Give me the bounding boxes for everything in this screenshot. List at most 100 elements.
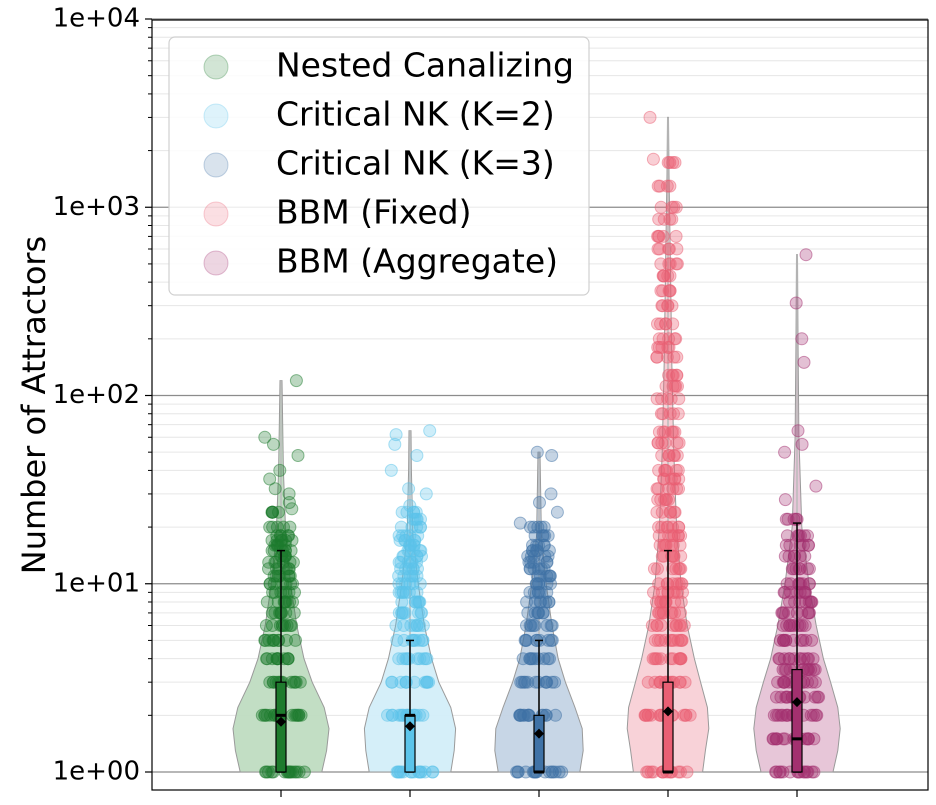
data-point xyxy=(390,633,404,647)
data-point xyxy=(289,708,303,722)
data-point xyxy=(422,675,436,689)
data-point xyxy=(665,299,679,313)
data-point xyxy=(783,652,796,666)
data-point xyxy=(641,708,655,722)
data-point xyxy=(393,765,407,779)
legend-label: BBM (Fixed) xyxy=(276,193,472,232)
data-point xyxy=(663,269,677,283)
data-point xyxy=(410,569,424,583)
data-point xyxy=(646,652,660,666)
data-point xyxy=(651,242,665,256)
data-point xyxy=(652,212,666,226)
outlier-point xyxy=(273,463,287,477)
data-point xyxy=(395,595,409,609)
iqr-box xyxy=(791,668,803,773)
data-point xyxy=(805,675,819,689)
outlier-point xyxy=(530,445,544,459)
legend-label: Critical NK (K=2) xyxy=(276,95,555,134)
data-point xyxy=(527,520,541,534)
data-point xyxy=(802,562,816,576)
data-point xyxy=(289,633,302,647)
data-point xyxy=(531,520,545,534)
data-point xyxy=(271,652,285,666)
data-point xyxy=(287,606,301,620)
data-point xyxy=(669,229,683,243)
data-point xyxy=(651,179,665,193)
data-point xyxy=(806,708,820,722)
data-point xyxy=(652,520,666,534)
outlier-point xyxy=(799,248,813,262)
data-point xyxy=(780,577,794,591)
data-point xyxy=(670,350,684,364)
data-point xyxy=(416,619,430,632)
y-tick-label: 1e+03 xyxy=(53,192,140,222)
data-point xyxy=(520,595,534,609)
data-point xyxy=(258,633,272,647)
outlier-point xyxy=(410,449,424,462)
data-point xyxy=(651,436,665,450)
data-point xyxy=(778,549,792,563)
outlier-point xyxy=(402,482,416,496)
data-point xyxy=(414,544,428,558)
data-point xyxy=(545,633,559,647)
data-point xyxy=(392,652,406,666)
data-point xyxy=(665,368,679,382)
data-point xyxy=(670,577,684,591)
data-point xyxy=(658,425,672,439)
outlier-point xyxy=(384,463,398,477)
data-point xyxy=(669,200,683,214)
data-point xyxy=(398,606,412,620)
data-point xyxy=(769,732,783,746)
data-point xyxy=(530,544,544,558)
data-point xyxy=(650,505,664,519)
data-point xyxy=(519,633,533,647)
data-point xyxy=(541,652,555,666)
data-point xyxy=(395,577,409,591)
iqr-box xyxy=(533,714,545,773)
data-point xyxy=(654,200,668,214)
data-point xyxy=(276,619,290,632)
data-point xyxy=(412,606,425,620)
data-point xyxy=(397,619,411,632)
data-point xyxy=(663,284,677,298)
outlier-point xyxy=(268,482,282,496)
data-point xyxy=(394,520,408,534)
data-point xyxy=(409,595,422,609)
data-point xyxy=(274,533,288,547)
data-point xyxy=(420,652,434,666)
legend-marker xyxy=(203,54,229,80)
data-point xyxy=(537,538,551,552)
mean-marker xyxy=(405,721,415,732)
outlier-point xyxy=(403,499,417,513)
data-point xyxy=(277,520,290,534)
data-point xyxy=(258,708,272,722)
data-point xyxy=(648,633,662,647)
outlier-point xyxy=(550,505,564,519)
outlier-point xyxy=(388,437,402,451)
data-point xyxy=(672,562,686,576)
data-point xyxy=(664,392,678,406)
data-point xyxy=(651,562,664,576)
data-point xyxy=(536,606,550,620)
data-point xyxy=(514,675,528,689)
data-point xyxy=(798,619,812,632)
data-point xyxy=(670,368,684,382)
data-point xyxy=(651,229,665,243)
y-tick-label: 1e+04 xyxy=(53,4,140,34)
outlier-point xyxy=(533,496,546,509)
data-point xyxy=(654,606,668,620)
axes: 1e+00 1e+01 1e+02 1e+03 1e+04 xyxy=(53,4,798,797)
data-point xyxy=(385,675,399,689)
data-point xyxy=(288,765,302,779)
outlier-point xyxy=(778,445,792,459)
data-point xyxy=(661,156,675,169)
data-point xyxy=(792,562,806,576)
data-point xyxy=(400,505,414,519)
outlier-point xyxy=(544,487,558,501)
data-point xyxy=(265,606,279,620)
data-point xyxy=(669,332,683,346)
data-point xyxy=(671,407,685,421)
data-point xyxy=(663,179,677,193)
outlier-point xyxy=(513,516,527,530)
